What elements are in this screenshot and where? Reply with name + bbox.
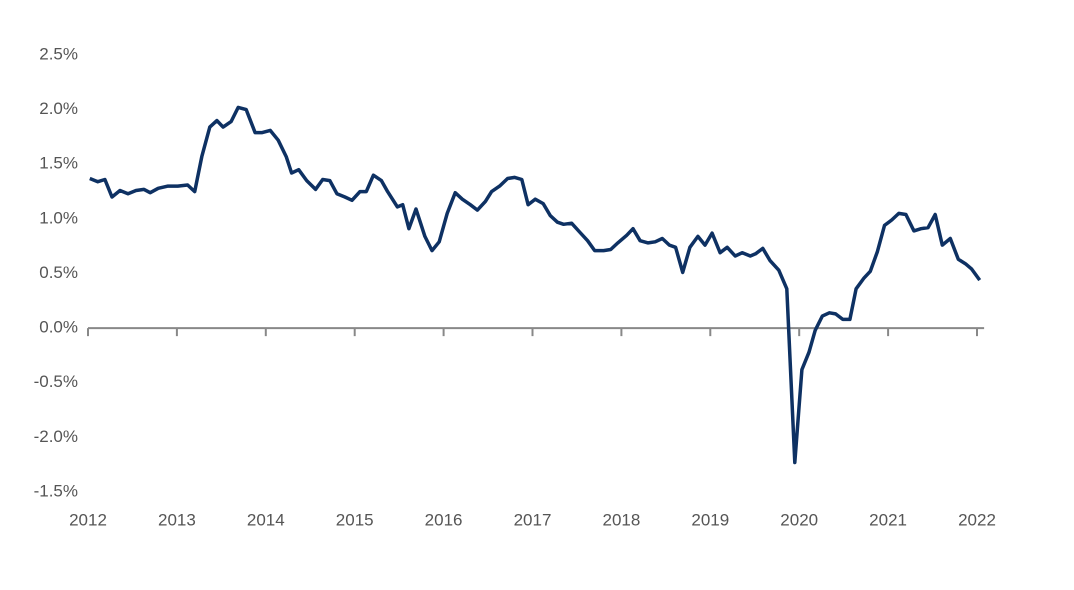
y-tick-label: -2.0% — [34, 427, 78, 446]
x-tick-label: 2019 — [691, 510, 729, 529]
y-tick-label: 1.5% — [39, 154, 78, 173]
y-tick-label: 2.5% — [39, 44, 78, 63]
x-tick-label: 2021 — [869, 510, 907, 529]
x-tick-label: 2017 — [514, 510, 552, 529]
x-tick-label: 2018 — [602, 510, 640, 529]
x-tick-label: 2014 — [247, 510, 285, 529]
y-tick-label: 0.0% — [39, 318, 78, 337]
x-tick-label: 2013 — [158, 510, 196, 529]
y-tick-label: -0.5% — [34, 372, 78, 391]
x-tick-label: 2015 — [336, 510, 374, 529]
x-tick-label: 2022 — [958, 510, 996, 529]
x-tick-label: 2020 — [780, 510, 818, 529]
y-tick-label: 1.0% — [39, 208, 78, 227]
data-line — [89, 105, 982, 465]
x-tick-label: 2016 — [425, 510, 463, 529]
x-tick-label: 2012 — [69, 510, 107, 529]
y-tick-label: 0.5% — [39, 263, 78, 282]
y-tick-label: -1.5% — [34, 481, 78, 500]
y-tick-label: 2.0% — [39, 99, 78, 118]
